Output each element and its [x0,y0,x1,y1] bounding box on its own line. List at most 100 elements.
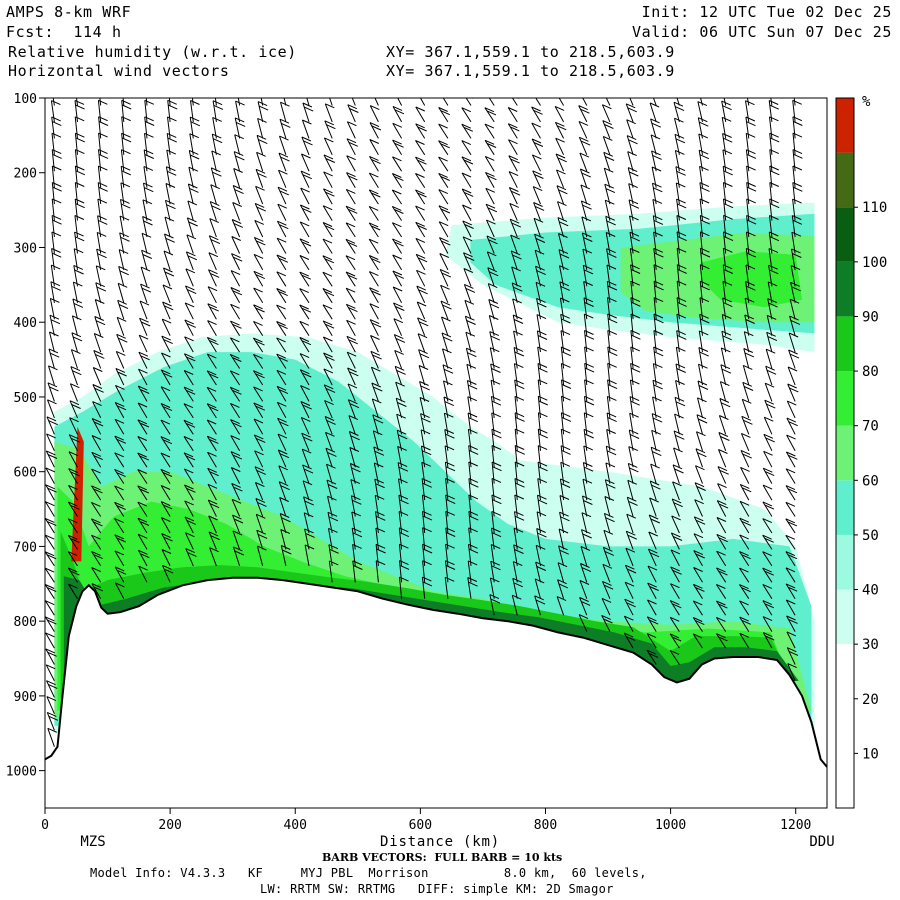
barb-staff [375,511,379,534]
barb-staff [415,123,426,139]
barb-flag [45,600,55,606]
barb-flag [487,251,497,257]
barb-staff [68,468,78,484]
barb-flag [716,600,726,606]
barb-flag [790,319,801,325]
wind-barb [188,166,199,188]
barb-staff [253,386,264,402]
barb-flag [114,468,124,474]
barb-flag [394,109,405,115]
barb-flag [254,434,264,440]
barb-flag [212,133,222,139]
barb-staff [509,219,518,238]
barb-flag [299,238,310,244]
barb-flag [328,516,339,522]
barb-flag [511,222,522,228]
wind-barb [792,149,803,172]
barb-staff [229,354,241,369]
barb-staff [746,231,750,254]
barb-staff [560,314,565,336]
wind-barb [626,135,638,155]
wind-barb [392,270,405,287]
wind-barb [488,299,500,320]
barb-flag [72,315,82,321]
barb-staff [183,436,194,452]
barb-flag [671,498,682,504]
barb-flag [93,367,103,372]
barb-flag [488,271,499,277]
barb-flag [369,189,379,195]
barb-staff [91,435,102,452]
barb-flag [653,264,664,270]
barb-staff [160,419,171,435]
wind-barb [208,235,221,254]
barb-staff [468,478,472,501]
barb-flag [606,483,616,489]
barb-staff [76,98,78,106]
barb-flag [582,232,592,238]
barb-staff [762,616,773,632]
barb-flag [304,544,315,550]
wind-barb [579,152,590,172]
barb-flag [69,417,79,423]
barb-flag [535,599,546,605]
barb-staff [347,367,356,386]
barb-flag [604,550,615,556]
barb-staff [233,168,241,188]
barb-staff [601,598,611,616]
barb-flag [630,269,641,274]
wind-barb [786,647,799,665]
wind-barb [746,214,757,238]
barb-flag [792,132,803,138]
wind-barb [648,531,659,550]
barb-flag [561,416,572,422]
wind-barb [235,100,245,122]
barb-flag [168,104,178,110]
barb-flag [162,406,173,412]
wind-barb [368,271,379,287]
wind-barb [160,517,171,534]
endpoint-left-label: MZS [80,834,105,850]
barb-flag [326,479,337,485]
colorbar-tick-label: 20 [862,692,879,708]
barb-staff [183,386,194,402]
barb-flag [323,188,333,194]
barb-staff [438,123,449,139]
barb-staff [507,107,518,123]
barb-flag [394,241,404,247]
barb-flag [91,583,102,589]
barb-flag [746,285,756,291]
wind-barb [185,251,198,271]
wind-barb [185,548,197,567]
barb-flag [669,649,680,655]
barb-flag [578,90,587,94]
wind-barb [187,200,198,221]
barb-flag [144,121,155,126]
barb-flag [602,89,611,93]
barb-flag [584,433,594,439]
wind-barb [72,298,84,320]
barb-staff [46,696,55,714]
barb-flag [560,516,570,522]
barb-flag [349,447,360,452]
wind-barb [468,461,479,484]
barb-flag [163,536,173,542]
barb-flag [532,170,542,176]
wind-barb [742,364,753,386]
barb-flag [722,297,732,303]
barb-staff [764,400,773,419]
barb-staff [607,363,611,386]
wind-barb [769,165,780,188]
wind-barb [322,320,335,336]
barb-staff [50,281,55,303]
wind-barb [231,236,242,254]
barb-flag [257,117,267,123]
barb-staff [93,350,102,369]
barb-flag [345,255,356,261]
barb-flag [461,107,472,113]
barb-flag [121,116,131,122]
y-tick-label: 200 [14,167,37,182]
barb-flag [208,531,219,537]
barb-flag [118,249,129,255]
wind-barb [486,219,496,238]
